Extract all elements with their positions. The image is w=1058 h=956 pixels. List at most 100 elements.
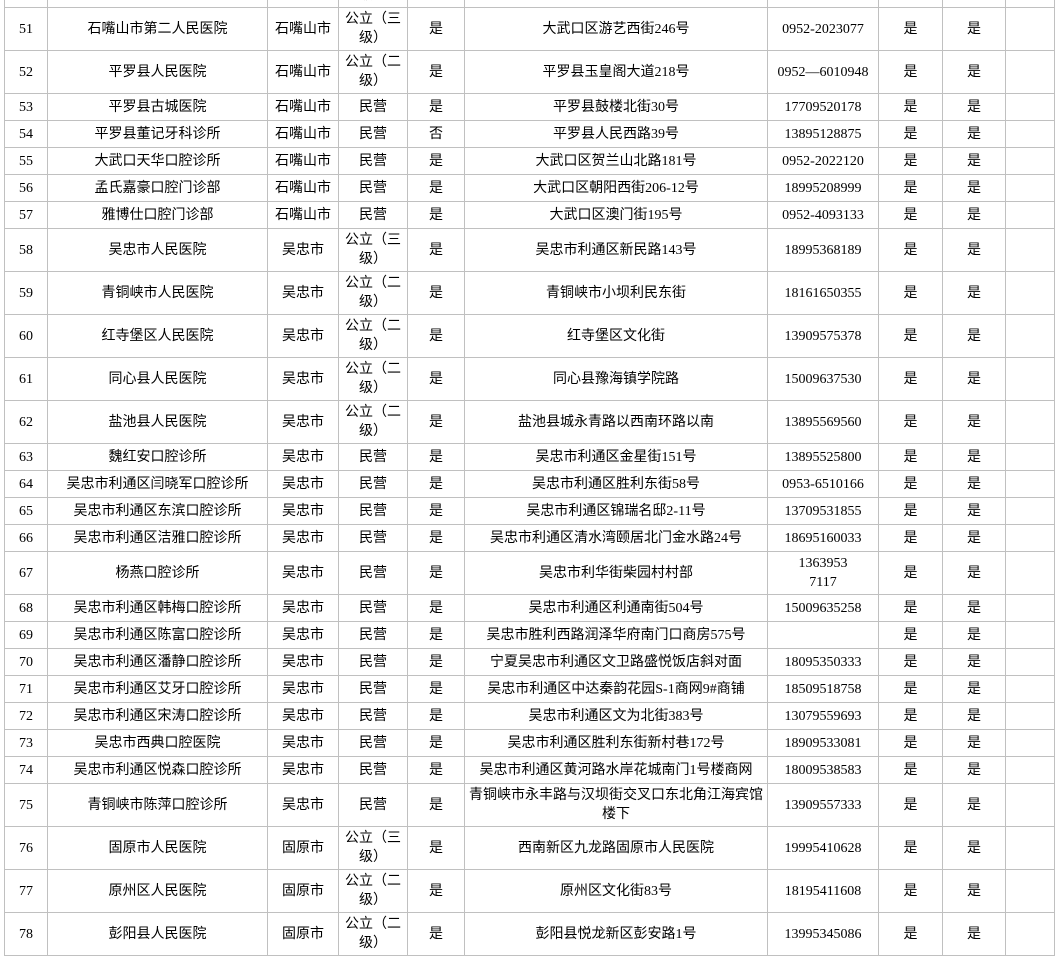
cell-ownership-type: 民营 <box>338 443 408 471</box>
cell-flag-1: 是 <box>878 357 943 401</box>
cell-designated-flag: 是 <box>407 7 465 51</box>
cell-row-number: 56 <box>4 174 48 202</box>
table-row: 61 同心县人民医院 吴忠市 公立（二级）是同心县豫海镇学院路 15009637530 是… <box>4 357 1055 401</box>
cell-hospital-name: 同心县人民医院 <box>47 357 268 401</box>
cell-hospital-name: 平罗县人民医院 <box>47 50 268 94</box>
cell-flag-1: 是 <box>878 50 943 94</box>
cell-extra <box>1005 497 1055 525</box>
table-row: 64 吴忠市利通区闫晓军口腔诊所 吴忠市 民营是吴忠市利通区胜利东街58号 0953-6… <box>4 470 1055 498</box>
cell-ownership-type: 民营 <box>338 729 408 757</box>
cell-designated-flag: 是 <box>407 648 465 676</box>
cell-row-number: 61 <box>4 357 48 401</box>
cell-phone: 18195411608 <box>767 869 879 913</box>
cell-phone: 1363953 7117 <box>767 551 879 595</box>
cell-extra <box>1005 228 1055 272</box>
cell-phone: 17709520178 <box>767 93 879 121</box>
cell-extra <box>1005 201 1055 229</box>
table-row: 51 石嘴山市第二人民医院 石嘴山市 公立（三级）是大武口区游艺西街246号 0952-… <box>4 7 1055 51</box>
cell-designated-flag: 是 <box>407 702 465 730</box>
cell-address: 同心县豫海镇学院路 <box>464 357 768 401</box>
cell-city: 吴忠市 <box>267 497 339 525</box>
cell-address: 吴忠市利通区黄河路水岸花城南门1号楼商网 <box>464 756 768 784</box>
cell-ownership-type: 公立（二级） <box>338 357 408 401</box>
cell-flag-1: 是 <box>878 201 943 229</box>
cell-flag-2: 是 <box>942 551 1006 595</box>
cell-designated-flag: 是 <box>407 357 465 401</box>
cell-ownership-type: 民营 <box>338 147 408 175</box>
cell-flag-1: 是 <box>878 497 943 525</box>
cell-extra <box>1005 648 1055 676</box>
cell-city: 吴忠市 <box>267 783 339 827</box>
cell-ownership-type: 民营 <box>338 594 408 622</box>
cell-row-number: 67 <box>4 551 48 595</box>
hospital-table: 级）51石嘴山市第二人民医院石嘴山市公立（三级）是大武口区游艺西街246号095… <box>4 0 1055 956</box>
cell-hospital-name: 彭阳县人民医院 <box>47 912 268 956</box>
cell-ownership-type: 公立（二级） <box>338 50 408 94</box>
cell-extra <box>1005 50 1055 94</box>
table-row: 69 吴忠市利通区陈富口腔诊所 吴忠市 民营是吴忠市胜利西路润泽华府南门口商房575号… <box>4 621 1055 649</box>
cell-city: 石嘴山市 <box>267 147 339 175</box>
cell-phone: 18695160033 <box>767 524 879 552</box>
cell-flag-1: 是 <box>878 783 943 827</box>
cell-extra <box>1005 783 1055 827</box>
cell-row-number: 73 <box>4 729 48 757</box>
cell-extra <box>1005 93 1055 121</box>
cell-phone: 15009635258 <box>767 594 879 622</box>
cell-phone: 0952-2022120 <box>767 147 879 175</box>
cell-address: 吴忠市利通区利通南街504号 <box>464 594 768 622</box>
cell-flag-1 <box>878 0 943 8</box>
cell-designated-flag: 是 <box>407 314 465 358</box>
cell-row-number: 66 <box>4 524 48 552</box>
cell-row-number: 78 <box>4 912 48 956</box>
cell-hospital-name: 原州区人民医院 <box>47 869 268 913</box>
cell-hospital-name: 大武口天华口腔诊所 <box>47 147 268 175</box>
cell-flag-1: 是 <box>878 912 943 956</box>
cell-flag-2: 是 <box>942 7 1006 51</box>
cell-city: 吴忠市 <box>267 648 339 676</box>
cell-flag-1: 是 <box>878 729 943 757</box>
cell-phone <box>767 0 879 8</box>
table-row: 58 吴忠市人民医院 吴忠市 公立（三级）是吴忠市利通区新民路143号 18995368… <box>4 228 1055 272</box>
cell-row-number: 54 <box>4 120 48 148</box>
cell-flag-1: 是 <box>878 702 943 730</box>
cell-designated-flag: 是 <box>407 271 465 315</box>
cell-flag-2: 是 <box>942 621 1006 649</box>
cell-ownership-type: 民营 <box>338 201 408 229</box>
cell-address: 原州区文化街83号 <box>464 869 768 913</box>
cell-city: 吴忠市 <box>267 551 339 595</box>
cell-ownership-type: 公立（二级） <box>338 869 408 913</box>
cell-flag-2: 是 <box>942 174 1006 202</box>
cell-extra <box>1005 0 1055 8</box>
cell-city: 固原市 <box>267 826 339 870</box>
cell-designated-flag: 是 <box>407 50 465 94</box>
cell-city: 吴忠市 <box>267 594 339 622</box>
cell-hospital-name: 吴忠市利通区洁雅口腔诊所 <box>47 524 268 552</box>
cell-flag-1: 是 <box>878 400 943 444</box>
cell-phone: 13909557333 <box>767 783 879 827</box>
cell-row-number: 68 <box>4 594 48 622</box>
table-row: 59 青铜峡市人民医院 吴忠市 公立（二级）是青铜峡市小坝利民东街 1816165035… <box>4 271 1055 315</box>
cell-city: 吴忠市 <box>267 357 339 401</box>
cell-ownership-type: 公立（三级） <box>338 228 408 272</box>
table-row: 67 杨燕口腔诊所 吴忠市 民营是吴忠市利华街柴园村村部 1363953 7117 是是 <box>4 551 1055 595</box>
cell-designated-flag: 是 <box>407 869 465 913</box>
cell-address: 红寺堡区文化街 <box>464 314 768 358</box>
table-row: 76 固原市人民医院 固原市 公立（三级）是西南新区九龙路固原市人民医院 1999541… <box>4 826 1055 870</box>
cell-flag-2: 是 <box>942 93 1006 121</box>
cell-flag-2: 是 <box>942 869 1006 913</box>
cell-phone: 0952-2023077 <box>767 7 879 51</box>
cell-flag-1: 是 <box>878 93 943 121</box>
cell-address: 大武口区游艺西街246号 <box>464 7 768 51</box>
cell-city: 石嘴山市 <box>267 201 339 229</box>
cell-designated-flag: 是 <box>407 594 465 622</box>
cell-address <box>464 0 768 8</box>
cell-address: 吴忠市利通区文为北街383号 <box>464 702 768 730</box>
cell-hospital-name: 吴忠市利通区韩梅口腔诊所 <box>47 594 268 622</box>
cell-flag-2: 是 <box>942 675 1006 703</box>
cell-flag-2: 是 <box>942 826 1006 870</box>
cell-extra <box>1005 357 1055 401</box>
cell-flag-1: 是 <box>878 7 943 51</box>
cell-flag-2: 是 <box>942 729 1006 757</box>
cell-city <box>267 0 339 8</box>
cell-city: 吴忠市 <box>267 756 339 784</box>
